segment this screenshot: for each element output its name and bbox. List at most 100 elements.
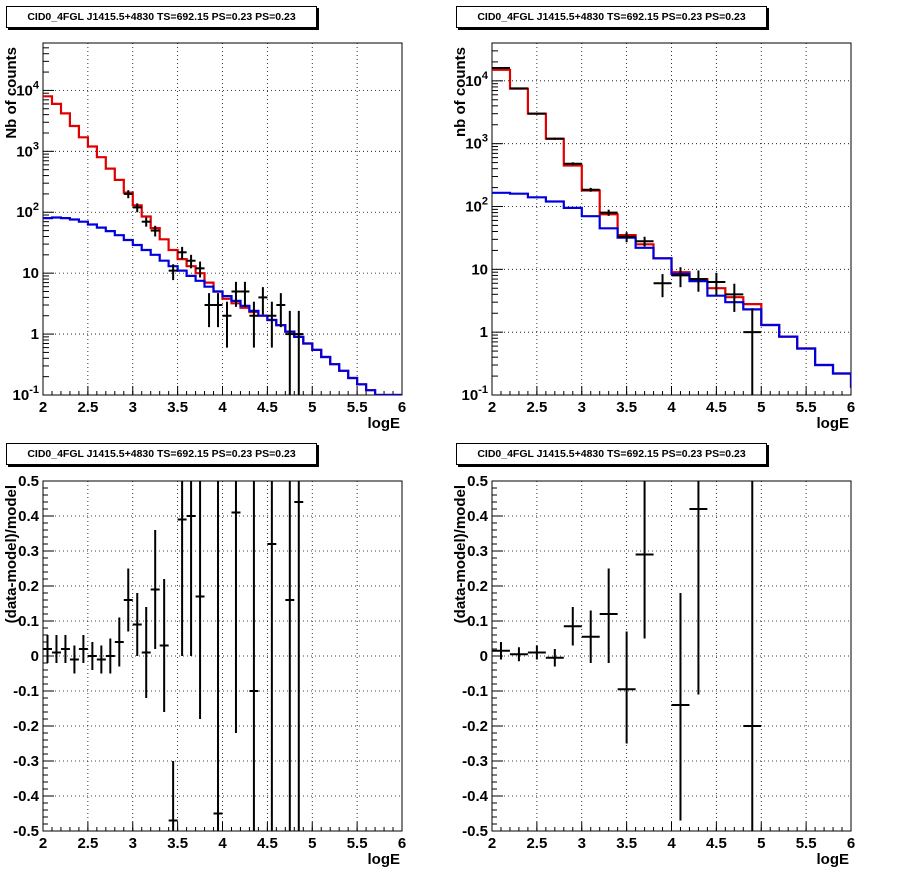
y-tick-label: -0.5 xyxy=(462,823,488,840)
data-point xyxy=(96,645,106,674)
data-layer xyxy=(43,481,304,831)
y-tick-label: -0.2 xyxy=(13,718,39,735)
data-point xyxy=(213,293,223,328)
plot-frame xyxy=(42,480,403,832)
x-tick-label: 2.5 xyxy=(526,835,547,852)
data-point xyxy=(87,642,97,670)
data-point xyxy=(204,293,214,328)
y-tick-label: 10 xyxy=(471,261,488,278)
y-tick-label: -0.1 xyxy=(462,683,488,700)
data-point xyxy=(60,635,70,663)
x-tick-label: 2.5 xyxy=(77,399,98,416)
data-point xyxy=(653,274,672,298)
y-tick-label: -0.4 xyxy=(462,788,489,805)
data-point xyxy=(78,635,88,663)
data-point xyxy=(563,162,582,166)
data-point xyxy=(105,638,115,674)
data-point xyxy=(689,481,708,695)
data-point xyxy=(285,481,295,831)
data-layer xyxy=(492,481,762,831)
y-tick-label: 0.5 xyxy=(467,473,488,490)
x-tick-label: 3.5 xyxy=(616,399,637,416)
data-point xyxy=(527,112,546,115)
x-tick-label: 6 xyxy=(398,835,406,852)
model-step-line-1 xyxy=(492,191,851,388)
data-point xyxy=(276,293,286,328)
data-point xyxy=(186,254,196,269)
x-tick-label: 3 xyxy=(578,835,586,852)
data-point xyxy=(285,310,295,395)
panel-title: CID0_4FGL J1415.5+4830 TS=692.15 PS=0.23… xyxy=(27,11,296,23)
x-tick-label: 3 xyxy=(578,399,586,416)
x-tick-label: 4 xyxy=(218,399,227,416)
y-tick-label: -0.1 xyxy=(13,683,39,700)
x-tick-label: 5.5 xyxy=(347,399,368,416)
y-tick-label: 102 xyxy=(465,195,488,215)
data-point xyxy=(492,642,510,660)
data-point xyxy=(294,481,304,831)
data-point xyxy=(617,631,636,744)
y-tick-label: 0.2 xyxy=(18,578,39,595)
data-point xyxy=(581,187,600,192)
data-point xyxy=(527,645,546,660)
data-point xyxy=(240,281,250,307)
data-point xyxy=(635,236,654,247)
y-axis: -0.5 -0.4 -0.3 -0.2 -0.1 0 0.1 0.2 0.3 0.4 0.5(dat… xyxy=(452,473,851,840)
x-tick-label: 4 xyxy=(667,835,676,852)
data-point xyxy=(492,67,510,70)
y-tick-label: 0 xyxy=(480,648,488,665)
y-tick-label: 102 xyxy=(16,201,39,221)
y-tick-label: 0.4 xyxy=(18,508,40,525)
x-tick-label: 5.5 xyxy=(796,399,817,416)
y-tick-label: 0.4 xyxy=(467,508,489,525)
data-point xyxy=(258,287,268,315)
y-tick-label: 0.2 xyxy=(467,578,488,595)
data-point xyxy=(249,481,259,831)
x-tick-label: 4.5 xyxy=(257,835,278,852)
x-tick-label: 6 xyxy=(847,835,855,852)
data-point xyxy=(231,281,241,307)
data-point xyxy=(168,761,178,831)
data-point xyxy=(141,607,151,698)
x-tick-label: 5.5 xyxy=(347,835,368,852)
data-point xyxy=(725,283,744,312)
data-point xyxy=(689,270,708,292)
data-point xyxy=(563,607,582,646)
x-axis-label: logE xyxy=(368,851,401,868)
y-axis-label: (data-model)/model xyxy=(452,485,469,623)
x-tick-label: 5 xyxy=(308,399,316,416)
y-tick-label: 104 xyxy=(16,79,40,99)
data-point xyxy=(249,301,259,348)
data-point xyxy=(195,261,205,278)
data-point xyxy=(123,568,133,632)
x-axis-label: logE xyxy=(817,851,850,868)
y-tick-label: 0 xyxy=(31,648,39,665)
x-tick-label: 3.5 xyxy=(616,835,637,852)
data-point xyxy=(43,635,52,663)
x-axis-label: logE xyxy=(368,415,401,432)
data-point xyxy=(195,481,205,719)
data-point xyxy=(114,617,124,667)
y-tick-label: 1 xyxy=(480,324,488,341)
x-tick-label: 5 xyxy=(757,835,765,852)
panel-title: CID0_4FGL J1415.5+4830 TS=692.15 PS=0.23… xyxy=(477,11,746,23)
y-tick-label: 10-1 xyxy=(13,384,39,404)
data-point xyxy=(123,190,133,199)
chart-panel-3: 2 2.5 3 3.5 4 4.5 5 5.5 6logE-0.5-0.4-0.3-0.2-0.… xyxy=(452,473,855,868)
y-axis-label: (data-model)/model xyxy=(3,485,20,623)
data-point xyxy=(671,593,690,821)
chart-panel-2: 2 2.5 3 3.5 4 4.5 5 5.5 6logE-0.5-0.4-0.3-0.2-0.… xyxy=(3,473,406,868)
y-tick-label: 0.1 xyxy=(467,613,488,630)
data-point xyxy=(581,610,600,663)
panel-title: CID0_4FGL J1415.5+4830 TS=692.15 PS=0.23… xyxy=(477,448,746,460)
data-point xyxy=(545,649,564,667)
y-tick-label: -0.3 xyxy=(13,753,39,770)
y-axis-label: Nb of counts xyxy=(3,47,20,139)
